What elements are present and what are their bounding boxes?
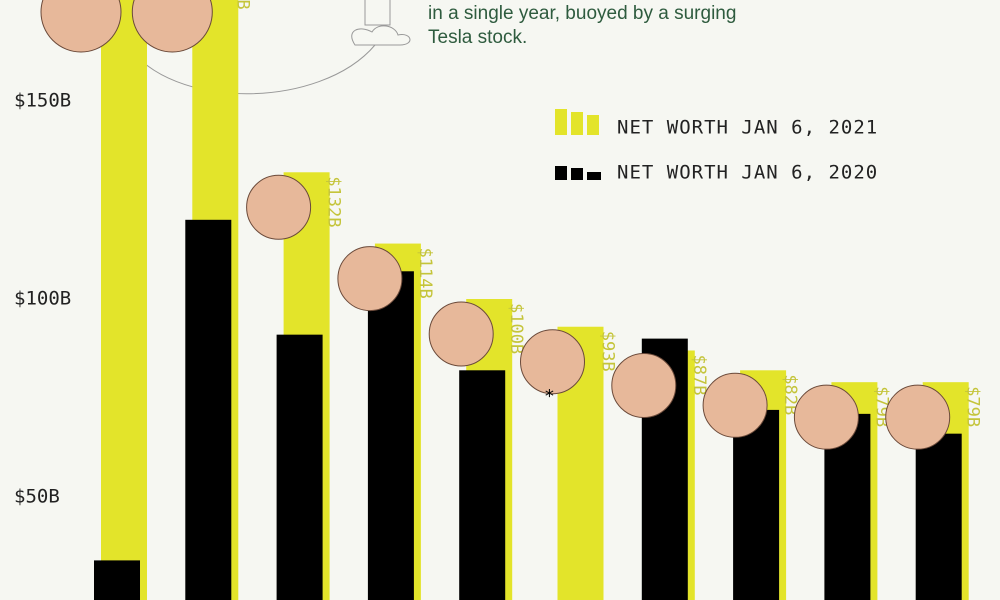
bar [101, 0, 147, 600]
bar [915, 433, 962, 600]
portrait [428, 301, 494, 367]
y-tick-label: $100B [14, 288, 71, 310]
bar [367, 271, 414, 600]
legend-label: NET WORTH JAN 6, 2021 [617, 117, 878, 139]
portrait [885, 384, 951, 450]
y-tick-label: $150B [14, 89, 71, 111]
portrait [337, 246, 403, 312]
portrait [246, 174, 312, 240]
bar [459, 370, 506, 600]
portrait [520, 329, 585, 395]
connector [127, 44, 376, 95]
legend-swatch [587, 172, 601, 180]
value-label: $114B [415, 248, 435, 299]
bar [276, 334, 323, 600]
legend-swatch [571, 168, 583, 180]
legend-swatch [587, 115, 599, 135]
bar [185, 219, 232, 600]
footnote: * [544, 386, 555, 407]
value-label: $100B [506, 303, 526, 354]
value-label: $82B [780, 374, 800, 415]
value-label: $79B [963, 386, 983, 427]
legend-swatch [571, 112, 583, 135]
rocket-icon [351, 0, 411, 46]
bar [94, 560, 140, 600]
portrait [611, 352, 677, 418]
value-label: $93B [598, 331, 618, 372]
legend-label: NET WORTH JAN 6, 2020 [617, 162, 878, 184]
bar [733, 409, 780, 600]
value-label: $87B [689, 354, 709, 395]
legend-swatch [555, 109, 567, 135]
portrait [793, 384, 859, 450]
portrait [40, 0, 122, 53]
annotation: Tesla stock. [428, 27, 527, 48]
value-label: $132B [324, 176, 344, 227]
portrait [702, 372, 768, 438]
portrait [131, 0, 213, 53]
legend-swatch [555, 166, 567, 180]
annotation: in a single year, buoyed by a surging [428, 3, 736, 24]
y-tick-label: $50B [14, 486, 60, 508]
value-label: $187B [232, 0, 252, 10]
